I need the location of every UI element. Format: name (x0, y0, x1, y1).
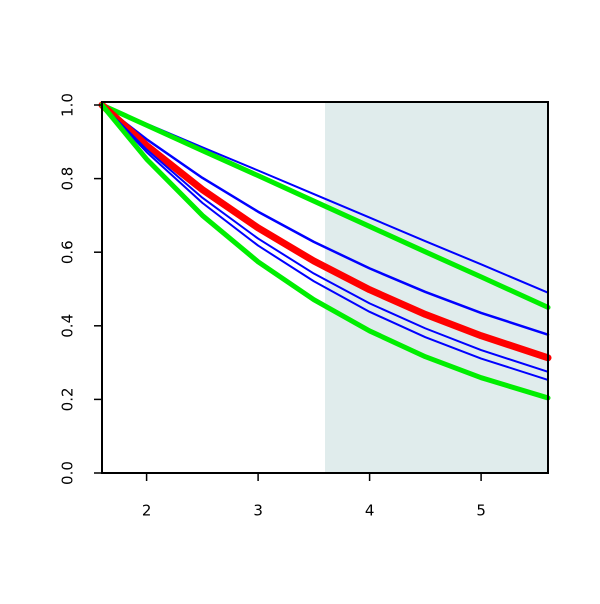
x-tick-label: 2 (142, 502, 152, 520)
lines-layer (98, 101, 552, 401)
series-line (98, 101, 552, 362)
y-tick-label: 1.0 (59, 93, 77, 117)
plot-frame (101, 101, 549, 474)
series-line (99, 102, 551, 310)
x-tick-label: 4 (365, 502, 375, 520)
x-tick-label: 3 (253, 502, 263, 520)
x-tick-label: 5 (476, 502, 486, 520)
y-tick-label: 0.4 (59, 314, 77, 338)
series-line (101, 104, 549, 381)
series-line (100, 103, 550, 336)
series-line (101, 104, 549, 373)
y-tick-label: 0.0 (59, 461, 77, 485)
axes-layer: 2 3 4 5 0.0 0.2 0.4 0.6 0.8 1.0 (59, 93, 549, 520)
y-tick-label: 0.6 (59, 240, 77, 264)
series-line (99, 102, 551, 401)
y-tick-label: 0.8 (59, 167, 77, 191)
y-tick-label: 0.2 (59, 387, 77, 411)
